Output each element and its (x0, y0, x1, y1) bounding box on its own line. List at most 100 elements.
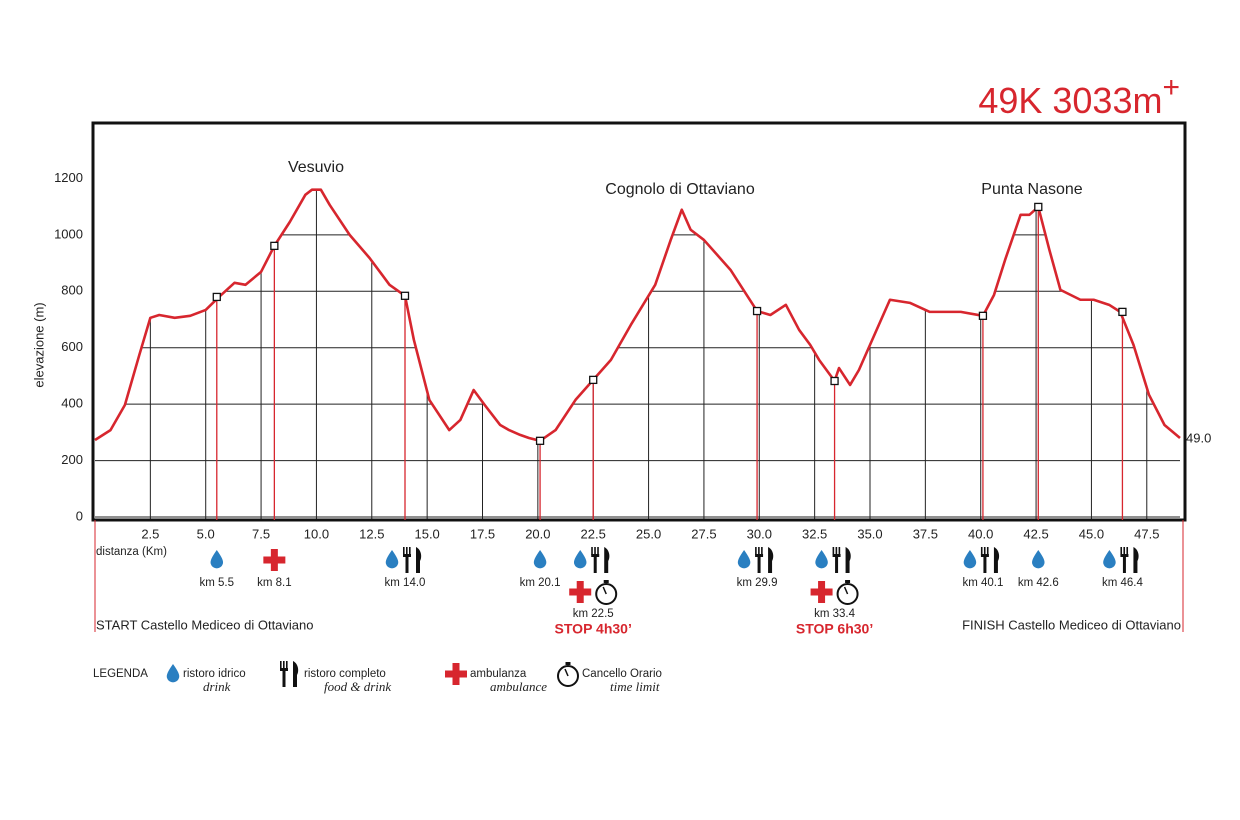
x-tick-label: 10.0 (304, 526, 329, 541)
cross-v (452, 663, 460, 685)
water-icon (1103, 550, 1116, 569)
station-icons (210, 550, 224, 569)
station-icons (385, 547, 422, 573)
food-icon (980, 547, 1000, 573)
legend-translation: ambulance (490, 679, 547, 694)
x-tick-label: 20.0 (525, 526, 550, 541)
station-marker (270, 241, 279, 251)
y-tick-label: 1200 (54, 170, 83, 185)
clock-hand (843, 586, 849, 595)
station-label: km 46.4 (1102, 577, 1144, 589)
station-label: km 14.0 (385, 577, 426, 589)
x-tick-label: 42.5 (1023, 526, 1048, 541)
x-tick-label: 27.5 (691, 526, 716, 541)
station-icons (263, 549, 286, 571)
fork-tine (280, 661, 282, 669)
station-label: km 40.1 (962, 577, 1003, 589)
fork-handle (757, 555, 761, 573)
y-tick-label: 600 (61, 339, 83, 354)
x-tick-label: 2.5 (141, 526, 159, 541)
clock-hand (602, 586, 607, 595)
legend-translation: food & drink (324, 679, 391, 694)
cross-v (576, 581, 584, 603)
water-icon (166, 664, 180, 683)
fork-tine (594, 547, 596, 555)
knife (1133, 547, 1139, 573)
stop-label: STOP 6h30’ (796, 621, 873, 637)
station-label: km 33.4 (814, 608, 856, 620)
fork-handle (405, 555, 409, 573)
knife (604, 547, 610, 573)
y-tick-label: 800 (61, 283, 83, 298)
x-tick-label: 37.5 (913, 526, 938, 541)
peak-label: Punta Nasone (981, 181, 1083, 198)
fork-tine (286, 661, 288, 669)
cross-v (818, 581, 826, 603)
fork-tine (983, 547, 986, 555)
station-label: km 8.1 (257, 577, 292, 589)
food-icon (755, 547, 774, 573)
legend-name: ristoro completo (304, 668, 386, 680)
food-icon (403, 547, 422, 573)
water-icon (737, 550, 751, 569)
legend-translation: drink (203, 679, 231, 694)
station-icons (1032, 550, 1045, 569)
legend-name: Cancello Orario (582, 668, 662, 680)
x-tick-label: 35.0 (857, 526, 882, 541)
x-tick-label: 17.5 (470, 526, 495, 541)
y-tick-label: 0 (76, 508, 83, 523)
station-marker (1034, 202, 1043, 212)
x-tick-label: 45.0 (1079, 526, 1104, 541)
knife (416, 547, 422, 573)
fork-tine (832, 547, 835, 555)
x-tick-label: 32.5 (802, 526, 827, 541)
station-icons (963, 547, 1000, 573)
x-tick-label: 7.5 (252, 526, 270, 541)
chart-title: 49K 3033m+ (978, 71, 1180, 121)
clock-knob (845, 580, 851, 583)
x-tick-label: 5.0 (197, 526, 215, 541)
clock-knob (565, 662, 571, 665)
water-icon (573, 550, 587, 569)
fork-tine (835, 547, 838, 555)
fork-tine (597, 547, 599, 555)
y-axis-label: elevazione (m) (31, 302, 46, 387)
clock-knob (603, 580, 609, 583)
start-label: START Castello Mediceo di Ottaviano (96, 617, 314, 632)
fork-tine (761, 547, 763, 555)
x-tick-label: 25.0 (636, 526, 661, 541)
fork-handle (983, 555, 987, 573)
y-tick-label: 400 (61, 396, 83, 411)
fork-tine (980, 547, 983, 555)
fork-handle (593, 555, 597, 573)
food-icon (1120, 547, 1139, 573)
water-icon (533, 550, 547, 569)
station-label: km 5.5 (200, 577, 235, 589)
legend-title: LEGENDA (93, 668, 148, 680)
water-icon (815, 550, 828, 569)
x-tick-label: 12.5 (359, 526, 384, 541)
food-icon (280, 661, 299, 687)
water-icon (963, 550, 977, 569)
knife (845, 547, 851, 573)
station-icons (1103, 547, 1139, 573)
fork-tine (283, 661, 285, 669)
knife (293, 661, 299, 687)
station-label: km 29.9 (737, 577, 778, 589)
station-marker (752, 306, 762, 316)
station-icons (810, 547, 859, 605)
station-marker (978, 311, 988, 320)
legend-name: ambulanza (470, 668, 527, 680)
station-icons (533, 550, 547, 569)
x-tick-label: 40.0 (968, 526, 993, 541)
station-label: km 20.1 (520, 577, 561, 589)
fork-tine (406, 547, 408, 555)
knife (993, 547, 1000, 573)
end-label: 49.0 (1186, 430, 1211, 445)
fork-handle (1122, 555, 1126, 573)
legend-name: ristoro idrico (183, 668, 246, 680)
x-tick-label: 47.5 (1134, 526, 1159, 541)
